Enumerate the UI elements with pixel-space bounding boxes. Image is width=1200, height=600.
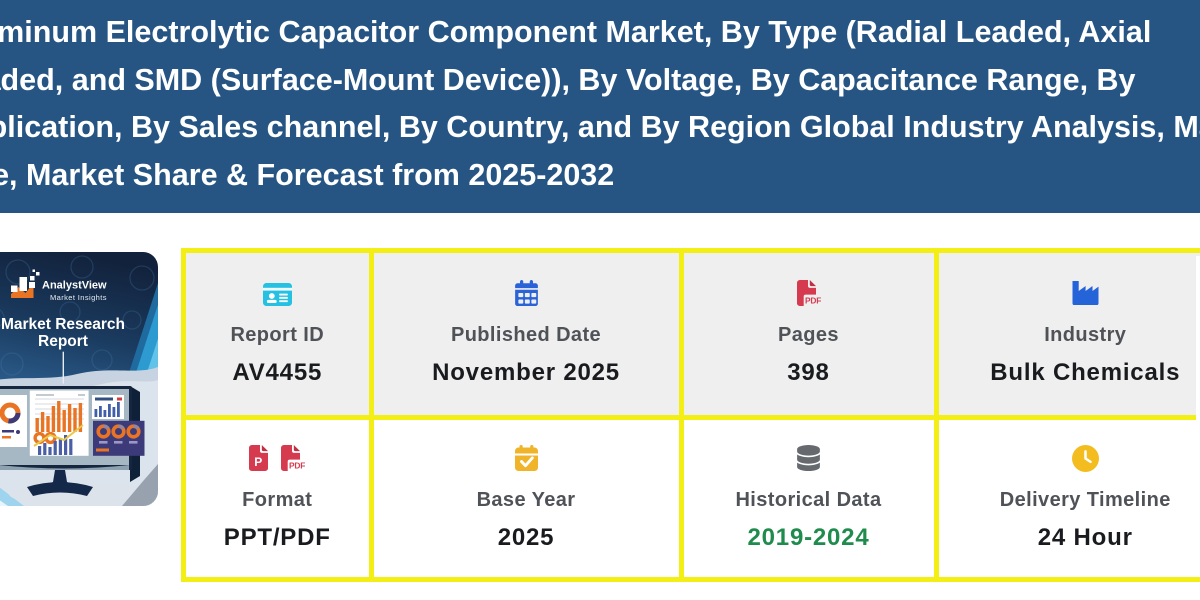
svg-text:PDF: PDF (289, 461, 305, 471)
svg-text:Market Research: Market Research (1, 316, 125, 333)
svg-text:Market Insights: Market Insights (50, 293, 107, 302)
svg-text:PDF: PDF (805, 296, 821, 306)
svg-text:Report: Report (38, 333, 88, 350)
svg-text:AnalystView: AnalystView (42, 280, 107, 292)
svg-text:P: P (254, 455, 262, 469)
